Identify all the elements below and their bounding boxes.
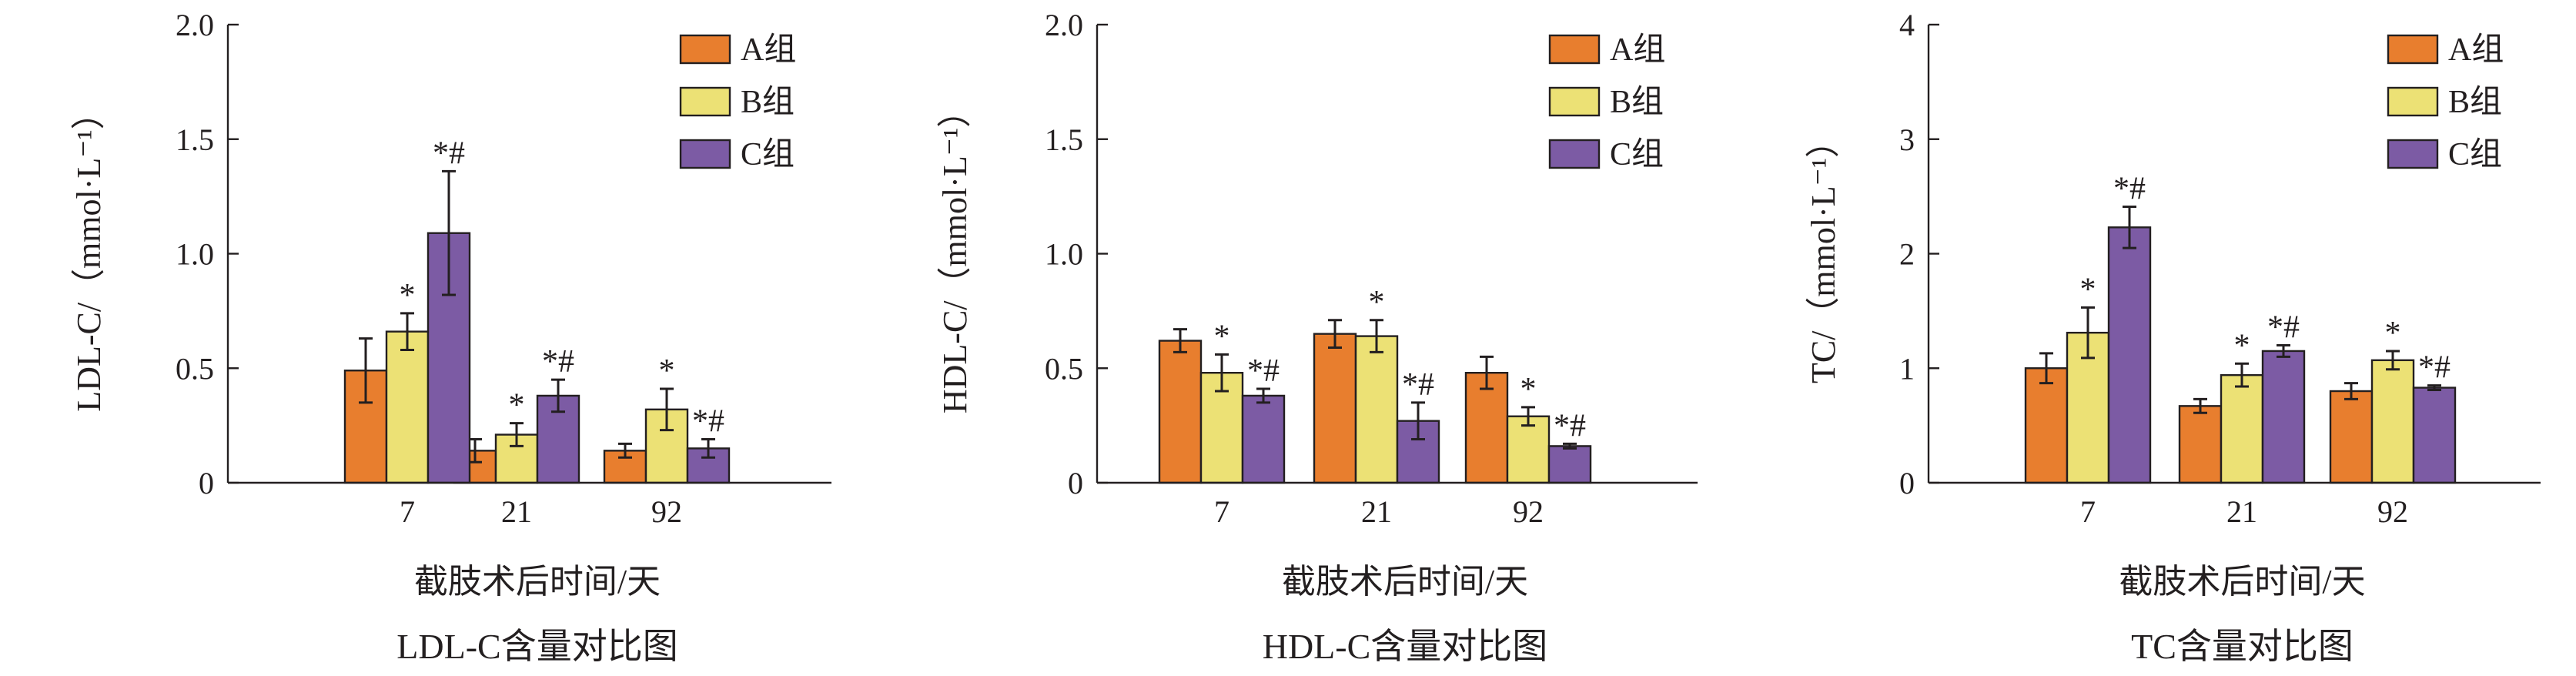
bar-b-day-7 <box>385 330 430 484</box>
legend-label-c: C组 <box>1610 137 1664 172</box>
y-tick-label: 1 <box>1899 351 1915 386</box>
chart-caption: LDL-C含量对比图 <box>396 627 677 666</box>
legend-label-c: C组 <box>741 137 795 172</box>
legend-label-a: A组 <box>2448 32 2504 68</box>
legend: A组 B组 C组 <box>1548 32 1665 172</box>
legend-swatch-b <box>679 86 731 117</box>
y-tick-label: 2 <box>1899 237 1915 272</box>
x-tick-label: 7 <box>2080 494 2096 529</box>
x-tick-label: 21 <box>1361 494 1392 529</box>
x-tick-label: 92 <box>2377 494 2408 529</box>
chart-ldl: * * * *# *# *# 0 0.5 1.0 1.5 2.0 7 21 92 截肢术后时间/天 LDL-C… <box>70 8 831 666</box>
y-axis-title: TC/（mmol·L⁻¹） <box>1805 124 1842 383</box>
legend-label-b: B组 <box>1610 85 1664 120</box>
x-axis-title: 截肢术后时间/天 <box>2119 563 2365 601</box>
significance-mark: * <box>1521 372 1537 407</box>
significance-mark: *# <box>2113 172 2146 207</box>
significance-mark: * <box>2234 328 2250 363</box>
x-tick-label: 21 <box>501 494 532 529</box>
x-tick-label: 7 <box>1214 494 1229 529</box>
y-tick-label: 1.5 <box>1045 122 1083 157</box>
significance-mark: *# <box>2267 310 2300 346</box>
bar-c-day-21 <box>2261 350 2306 484</box>
legend-swatch-c <box>2387 139 2439 169</box>
significance-mark: *# <box>692 403 724 439</box>
bar-b-day-21 <box>1354 335 1399 484</box>
significance-mark: *# <box>542 344 574 380</box>
y-tick-label: 0 <box>199 466 214 500</box>
significance-mark: * <box>1369 285 1385 320</box>
legend-label-b: B组 <box>2448 85 2502 120</box>
bar-a-day-92 <box>1464 372 1509 484</box>
bar-a-day-21 <box>1313 333 1357 484</box>
chart-tc: * * * *# *# *# 0 1 2 3 4 7 21 92 截肢术后时间/天 TC/（mmol·L⁻¹）… <box>1805 8 2541 666</box>
y-tick-label: 0 <box>1899 466 1915 500</box>
bar-c-day-7 <box>1241 394 1286 484</box>
bar-b-day-92 <box>2370 359 2415 484</box>
significance-mark: *# <box>433 136 465 171</box>
significance-mark: * <box>2080 272 2096 307</box>
y-tick-label: 1.0 <box>1045 237 1083 272</box>
y-axis-title: HDL-C/（mmol·L⁻¹） <box>936 94 974 413</box>
bar-c-day-92 <box>2412 387 2457 484</box>
legend-swatch-b <box>2387 86 2439 117</box>
bar-a-day-92 <box>2329 390 2374 484</box>
legend: A组 B组 C组 <box>2387 32 2504 172</box>
bar-a-day-7 <box>2024 367 2069 484</box>
significance-mark: * <box>1214 319 1230 354</box>
y-axis-title: LDL-C/（mmol·L⁻¹） <box>70 95 108 411</box>
x-axis-title: 截肢术后时间/天 <box>1282 563 1528 601</box>
legend-swatch-c <box>679 139 731 169</box>
significance-mark: *# <box>2418 350 2451 386</box>
legend-label-c: C组 <box>2448 137 2502 172</box>
bar-b-day-21 <box>2220 373 2264 484</box>
legend-swatch-c <box>1548 139 1601 169</box>
x-tick-label: 92 <box>1513 494 1544 529</box>
x-tick-label: 21 <box>2226 494 2257 529</box>
legend-swatch-a <box>679 34 731 65</box>
bar-c-day-7 <box>2107 226 2152 484</box>
legend-swatch-a <box>2387 34 2439 65</box>
legend-swatch-b <box>1548 86 1601 117</box>
bar-c-day-92 <box>1547 445 1592 484</box>
bar-a-day-7 <box>1158 340 1203 484</box>
x-tick-label: 7 <box>400 494 415 529</box>
chart-caption: TC含量对比图 <box>2131 627 2354 666</box>
y-tick-label: 0.5 <box>1045 351 1083 386</box>
y-tick-label: 3 <box>1899 122 1915 157</box>
y-tick-label: 4 <box>1899 8 1915 42</box>
significance-mark: * <box>2385 316 2401 351</box>
significance-mark: * <box>509 388 525 423</box>
y-tick-label: 2.0 <box>176 8 214 42</box>
legend-label-b: B组 <box>741 85 795 120</box>
chart-hdl: * * * *# *# *# 0 0.5 1.0 1.5 2.0 7 21 92 截肢术后时间/天 HDL-C… <box>936 8 1698 666</box>
y-tick-label: 2.0 <box>1045 8 1083 42</box>
bar-a-day-21 <box>2178 405 2223 484</box>
x-tick-label: 92 <box>651 494 682 529</box>
significance-mark: * <box>659 353 675 389</box>
chart-caption: HDL-C含量对比图 <box>1263 627 1548 666</box>
x-axis-title: 截肢术后时间/天 <box>414 563 661 601</box>
y-tick-label: 1.0 <box>176 237 214 272</box>
y-tick-label: 0 <box>1068 466 1083 500</box>
y-tick-label: 0.5 <box>176 351 214 386</box>
significance-mark: *# <box>1247 353 1280 389</box>
significance-mark: *# <box>1554 408 1586 443</box>
legend-swatch-a <box>1548 34 1601 65</box>
legend: A组 B组 C组 <box>679 32 796 172</box>
significance-mark: * <box>400 278 416 313</box>
y-tick-label: 1.5 <box>176 122 214 157</box>
legend-label-a: A组 <box>1610 32 1665 68</box>
legend-label-a: A组 <box>741 32 796 68</box>
significance-mark: *# <box>1402 367 1434 403</box>
